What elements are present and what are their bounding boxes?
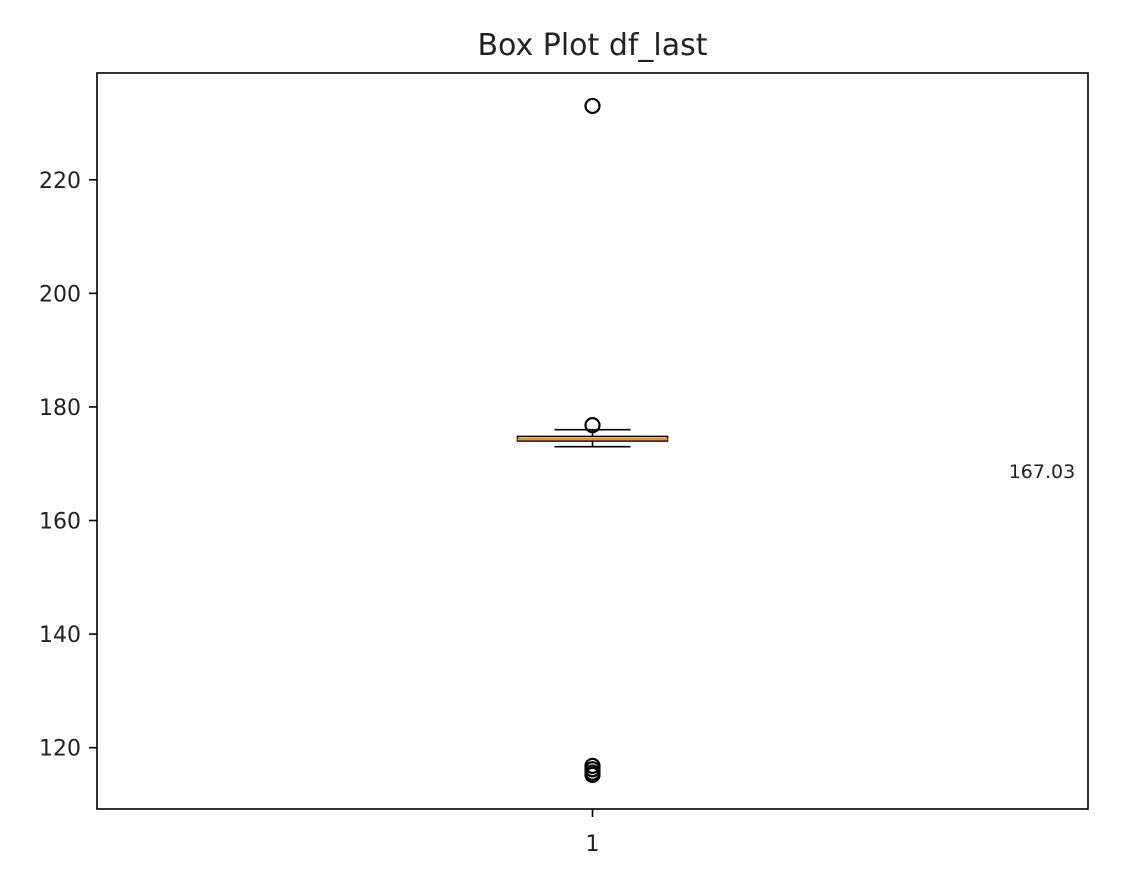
y-tick-label: 180: [39, 396, 81, 421]
outlier-point: [584, 97, 601, 115]
annotation-label: 167.03: [1009, 461, 1075, 483]
y-tick-label: 160: [39, 510, 81, 535]
outlier-point: [584, 766, 601, 784]
x-tick-label: 1: [586, 832, 600, 857]
y-tick-label: 220: [39, 169, 81, 194]
y-tick-label: 200: [39, 282, 81, 307]
y-tick-label: 120: [39, 737, 81, 762]
chart-title: Box Plot df_last: [477, 28, 707, 63]
outlier-point: [584, 416, 601, 434]
y-tick-label: 140: [39, 623, 81, 648]
